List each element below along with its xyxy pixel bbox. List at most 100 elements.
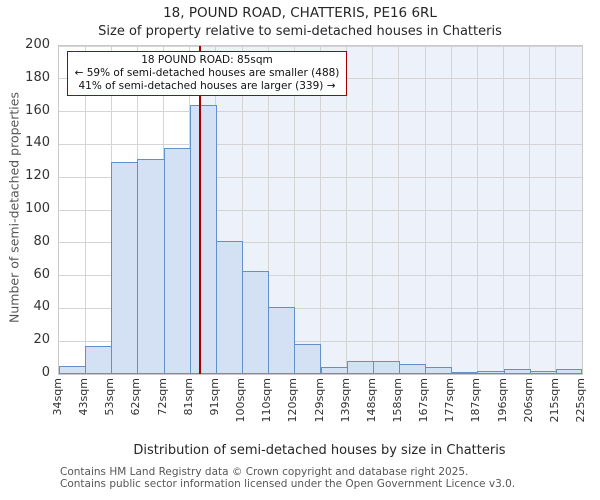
x-tick-label: 225sqm: [574, 378, 587, 426]
gridline-vertical: [241, 46, 243, 374]
x-tick-label: 177sqm: [443, 378, 456, 426]
x-tick-label: 158sqm: [391, 378, 404, 426]
x-tick-label: 53sqm: [103, 378, 116, 419]
x-tick-text: 225sqm: [574, 378, 587, 423]
x-tick-label: 167sqm: [417, 378, 430, 426]
histogram-bar: [242, 270, 270, 374]
x-tick-text: 187sqm: [469, 378, 483, 423]
x-tick-label: 196sqm: [496, 378, 509, 426]
y-tick-label: 40: [33, 299, 50, 315]
gridline-vertical: [503, 46, 505, 374]
x-tick-label: 110sqm: [260, 378, 273, 426]
attribution-footer: Contains HM Land Registry data © Crown c…: [60, 466, 600, 491]
histogram-bar: [189, 105, 217, 374]
gridline-vertical: [346, 46, 348, 374]
annotation-line-3: 41% of semi-detached houses are larger (…: [78, 79, 336, 92]
histogram-bar: [529, 370, 557, 374]
x-tick-text: 167sqm: [417, 378, 431, 423]
x-tick-label: 215sqm: [548, 378, 561, 426]
x-tick-text: 120sqm: [286, 378, 300, 423]
footer-line-2: Contains public sector information licen…: [60, 477, 516, 490]
x-tick-text: 100sqm: [234, 378, 248, 423]
x-tick-label: 129sqm: [313, 378, 326, 426]
x-tick-text: 196sqm: [495, 378, 509, 423]
histogram-bar: [137, 159, 165, 374]
x-tick-text: 91sqm: [207, 378, 221, 416]
x-tick-text: 206sqm: [521, 378, 535, 423]
x-tick-text: 148sqm: [364, 378, 378, 423]
x-tick-label: 187sqm: [469, 378, 482, 426]
histogram-bar: [555, 369, 582, 374]
x-tick-text: 139sqm: [338, 378, 352, 423]
chart-title: 18, POUND ROAD, CHATTERIS, PE16 6RL: [163, 5, 437, 21]
x-tick-label: 120sqm: [286, 378, 299, 426]
gridline-vertical: [555, 46, 557, 374]
x-tick-text: 81sqm: [181, 378, 195, 416]
x-tick-text: 110sqm: [260, 378, 274, 423]
plot-area: 18 POUND ROAD: 85sqm ← 59% of semi-detac…: [58, 45, 583, 375]
histogram-bar: [451, 372, 479, 374]
histogram-bar: [268, 306, 296, 374]
x-tick-text: 177sqm: [443, 378, 457, 423]
x-tick-label: 34sqm: [51, 378, 64, 419]
histogram-bar: [398, 364, 427, 374]
x-tick-text: 72sqm: [155, 378, 169, 416]
x-tick-text: 215sqm: [547, 378, 561, 423]
x-tick-label: 148sqm: [365, 378, 378, 426]
x-tick-text: 158sqm: [390, 378, 404, 423]
gridline-vertical: [476, 46, 478, 374]
histogram-bar: [59, 365, 87, 374]
footer-line-1: Contains HM Land Registry data © Crown c…: [60, 466, 469, 478]
y-tick-label: 200: [25, 37, 50, 52]
gridline-vertical: [320, 46, 321, 374]
x-tick-label: 81sqm: [182, 378, 195, 419]
histogram-bar: [477, 370, 505, 374]
histogram-bar: [215, 241, 244, 374]
y-tick-label: 0: [41, 365, 50, 380]
y-tick-label: 180: [25, 69, 50, 85]
x-tick-label: 139sqm: [339, 378, 352, 426]
x-tick-text: 53sqm: [103, 378, 117, 416]
annotation-line-2: ← 59% of semi-detached houses are smalle…: [74, 66, 340, 79]
gridline-vertical: [372, 46, 374, 374]
x-axis-label: Distribution of semi-detached houses by …: [133, 443, 506, 458]
histogram-bar: [320, 367, 348, 374]
gridline-vertical: [84, 46, 86, 374]
y-tick-label: 80: [33, 233, 50, 249]
gridline-vertical: [424, 46, 426, 374]
histogram-bar: [85, 346, 113, 374]
property-annotation-box: 18 POUND ROAD: 85sqm ← 59% of semi-detac…: [67, 51, 347, 97]
y-tick-label: 60: [33, 266, 50, 282]
property-size-marker-line: [199, 46, 202, 374]
histogram-bar: [163, 147, 191, 374]
histogram-bar: [346, 360, 374, 374]
x-tick-label: 43sqm: [77, 378, 90, 419]
x-tick-text: 129sqm: [312, 378, 326, 423]
chart-subtitle: Size of property relative to semi-detach…: [98, 24, 502, 39]
histogram-bar: [503, 369, 531, 374]
x-tick-label: 100sqm: [234, 378, 247, 426]
histogram-bar: [425, 367, 453, 374]
x-tick-label: 206sqm: [522, 378, 535, 426]
gridline-vertical: [293, 46, 295, 374]
x-tick-label: 62sqm: [129, 378, 142, 419]
x-tick-text: 43sqm: [77, 378, 91, 416]
y-tick-label: 160: [25, 102, 50, 118]
y-tick-label: 100: [25, 201, 50, 216]
gridline-vertical: [398, 46, 400, 374]
histogram-bar: [294, 344, 322, 374]
annotation-line-1: 18 POUND ROAD: 85sqm: [141, 54, 273, 66]
gridline-vertical: [450, 46, 452, 374]
x-tick-text: 34sqm: [51, 378, 64, 416]
histogram-bar: [111, 162, 139, 374]
y-tick-label: 20: [33, 332, 50, 348]
y-tick-label: 140: [25, 135, 50, 151]
gridline-vertical: [267, 46, 269, 374]
x-tick-label: 72sqm: [156, 378, 169, 419]
histogram-bar: [372, 360, 400, 374]
gridline-vertical: [529, 46, 531, 374]
y-tick-label: 120: [25, 168, 50, 184]
x-tick-label: 91sqm: [208, 378, 221, 419]
x-tick-text: 62sqm: [129, 378, 143, 416]
